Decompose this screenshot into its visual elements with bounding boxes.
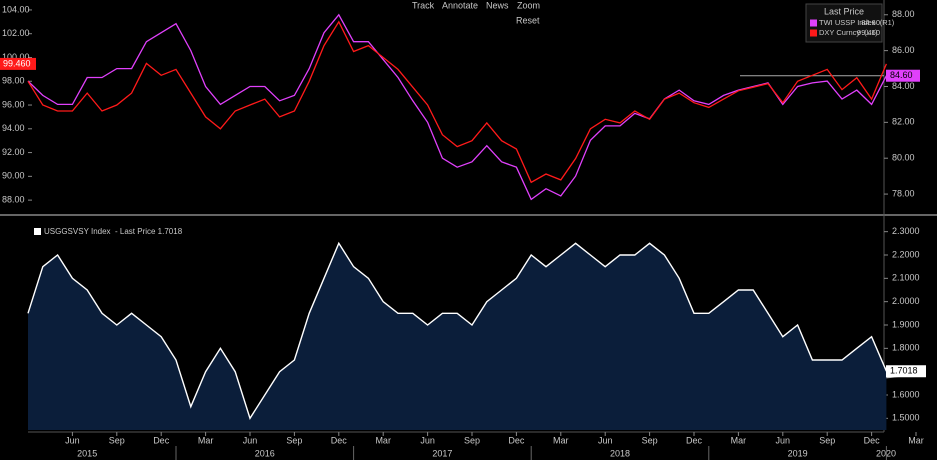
x-tick-label: Sep	[109, 435, 125, 445]
x-tick-label: Sep	[464, 435, 480, 445]
y-tick-label: 94.00	[2, 123, 25, 133]
y-tick-label: 84.00	[892, 81, 915, 91]
y-tick-label: 100.00	[2, 52, 30, 62]
series-line	[27, 13, 887, 201]
x-tick-label: Sep	[286, 435, 302, 445]
y-tick-label: 102.00	[2, 28, 30, 38]
year-label: 2017	[432, 448, 452, 458]
x-tick-label: Mar	[908, 435, 924, 445]
y-tick-label: 82.00	[892, 117, 915, 127]
legend-label: USGGSVSY Index - Last Price 1.7018	[44, 227, 183, 236]
x-tick-label: Mar	[198, 435, 214, 445]
legend-title: Last Price	[824, 6, 864, 16]
last-price-tag	[0, 57, 36, 70]
last-price-tag	[886, 365, 926, 378]
x-tick-label: Jun	[598, 435, 613, 445]
x-tick-label: Dec	[508, 435, 525, 445]
year-label: 2018	[610, 448, 630, 458]
year-label: 2019	[788, 448, 808, 458]
y-tick-label: 96.00	[2, 99, 25, 109]
y-tick-label: 1.5000	[892, 413, 920, 423]
y-tick-label: 92.00	[2, 147, 25, 157]
y-tick-label: 2.3000	[892, 226, 920, 236]
y-tick-label: 2.0000	[892, 296, 920, 306]
legend-swatch	[810, 19, 817, 27]
x-tick-label: Mar	[553, 435, 569, 445]
x-tick-label: Sep	[642, 435, 658, 445]
x-tick-label: Jun	[65, 435, 80, 445]
legend-value: 99.460	[857, 28, 880, 37]
x-tick-label: Dec	[331, 435, 348, 445]
y-tick-label: 80.00	[892, 153, 915, 163]
x-tick-label: Sep	[819, 435, 835, 445]
x-tick-label: Mar	[375, 435, 391, 445]
tool[interactable]: Zoom	[517, 0, 540, 10]
last-price-label: 1.7018	[890, 366, 918, 376]
x-tick-label: Jun	[776, 435, 791, 445]
y-tick-label: 2.2000	[892, 249, 920, 259]
legend-swatch	[810, 29, 817, 37]
x-tick-label: Dec	[153, 435, 170, 445]
toolbar: Track Annotate News Zoom Reset	[412, 0, 540, 25]
last-price-label: 84.60	[890, 70, 913, 80]
reset-button[interactable]: Reset	[516, 15, 540, 25]
tool[interactable]: Annotate	[442, 0, 478, 10]
last-price-label: 99.460	[3, 58, 31, 68]
y-tick-label: 104.00	[2, 4, 30, 14]
legend-value: 84.60	[861, 18, 880, 27]
y-tick-label: 1.6000	[892, 389, 920, 399]
y-tick-label: 90.00	[2, 171, 25, 181]
series-line	[27, 241, 888, 420]
y-tick-label: 88.00	[892, 9, 915, 19]
y-tick-label: 2.1000	[892, 273, 920, 283]
legend-label: TWI USSP Index (R1)	[819, 18, 895, 27]
y-tick-label: 1.9000	[892, 319, 920, 329]
series-area	[28, 243, 887, 430]
year-label: 2015	[77, 448, 97, 458]
y-tick-label: 88.00	[2, 194, 25, 204]
y-tick-label: 1.8000	[892, 343, 920, 353]
x-tick-label: Mar	[731, 435, 747, 445]
legend-label: DXY Curncy (L1)	[819, 28, 878, 37]
y-tick-label: 98.00	[2, 76, 25, 86]
legend-box	[805, 3, 883, 43]
x-tick-label: Dec	[864, 435, 881, 445]
tool[interactable]: Track	[412, 0, 435, 10]
series-line	[27, 20, 887, 184]
x-tick-label: Dec	[686, 435, 703, 445]
legend-swatch	[34, 228, 41, 235]
y-tick-label: 78.00	[892, 188, 915, 198]
tool[interactable]: News	[486, 0, 509, 10]
x-tick-label: Jun	[420, 435, 435, 445]
year-label: 2016	[255, 448, 275, 458]
last-price-tag	[886, 69, 920, 82]
x-tick-label: Jun	[243, 435, 258, 445]
y-tick-label: 86.00	[892, 45, 915, 55]
